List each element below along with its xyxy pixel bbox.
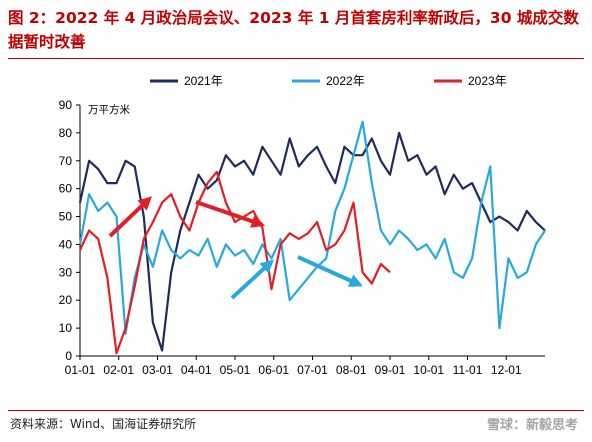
x-tick-label: 10-01 — [413, 363, 444, 377]
trend-arrow-blue-fall — [297, 255, 363, 287]
trend-arrow-red-rise — [108, 196, 152, 238]
x-tick-label: 09-01 — [375, 363, 406, 377]
y-tick-label: 80 — [59, 126, 73, 140]
x-tick-label: 03-01 — [142, 363, 173, 377]
y-tick-label: 70 — [59, 154, 73, 168]
x-tick-label: 11-01 — [453, 363, 483, 377]
line-chart: 2021年 2022年 2023年 万平方米 0 10 20 30 40 50 60 70 80 90… — [59, 74, 546, 377]
y-tick-label: 90 — [59, 98, 73, 112]
axes: 0 10 20 30 40 50 60 70 80 90 01-01 02-01 03-01 04-01 0… — [59, 98, 545, 377]
series-lines — [78, 120, 546, 355]
y-tick-label: 60 — [59, 182, 73, 196]
y-unit-label: 万平方米 — [88, 103, 130, 116]
x-tick-label: 02-01 — [103, 363, 134, 377]
x-tick-label: 06-01 — [258, 363, 289, 377]
x-tick-label: 05-01 — [220, 363, 251, 377]
legend-label-3: 2023年 — [468, 74, 507, 88]
y-tick-label: 30 — [59, 265, 73, 279]
x-tick-label: 08-01 — [336, 363, 367, 377]
title-divider — [8, 58, 584, 59]
x-tick-label: 07-01 — [297, 363, 328, 377]
x-tick-label: 12-01 — [491, 363, 522, 377]
y-tick-label: 10 — [59, 321, 73, 335]
chart-title: 图 2：2022 年 4 月政治局会议、2023 年 1 月首套房利率新政后，3… — [8, 9, 579, 51]
trend-arrow-blue-rise — [230, 259, 275, 300]
y-tick-label: 50 — [59, 210, 73, 224]
source-note: 资料来源：Wind、国海证券研究所 — [10, 417, 197, 431]
watermark: 雪球：新毅思考 — [486, 418, 578, 433]
x-tick-label: 04-01 — [181, 363, 212, 377]
series-line-2 — [78, 120, 546, 335]
series-line-3 — [79, 170, 391, 355]
legend-label-2: 2022年 — [326, 74, 365, 88]
y-tick-label: 20 — [59, 293, 73, 307]
trend-arrow-red-fall — [195, 200, 266, 228]
legend-label-1: 2021年 — [184, 74, 223, 88]
y-tick-label: 40 — [59, 237, 73, 251]
y-tick-label: 0 — [65, 349, 72, 363]
source-divider — [8, 410, 584, 411]
legend: 2021年 2022年 2023年 — [150, 74, 507, 88]
series-line-1 — [78, 131, 546, 352]
x-tick-label: 01-01 — [65, 363, 96, 377]
